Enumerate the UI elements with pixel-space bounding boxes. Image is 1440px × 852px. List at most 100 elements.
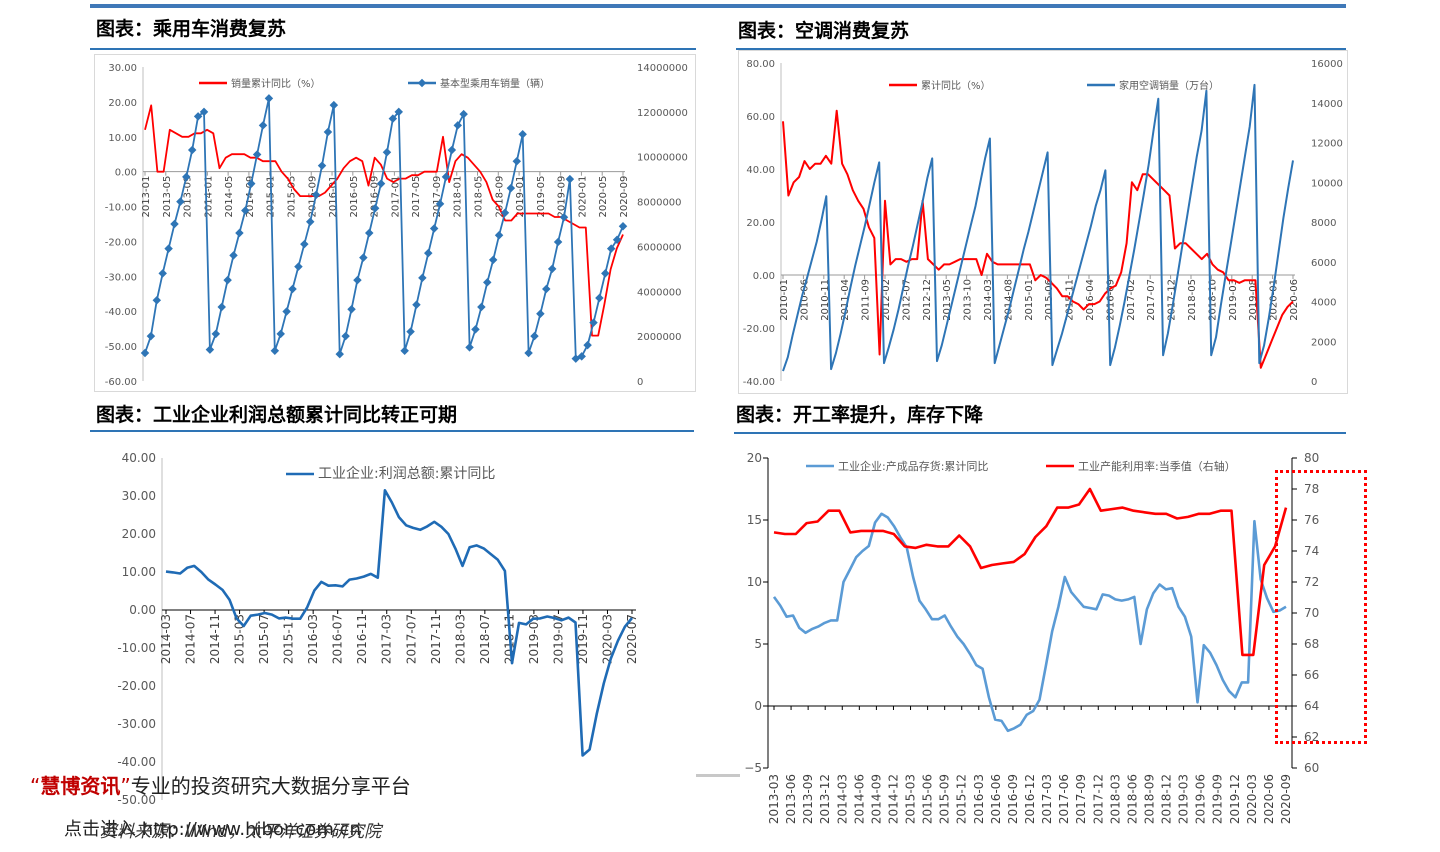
- data-point: [199, 107, 209, 117]
- y-right-tick-label: 14000000: [637, 63, 688, 74]
- y-left-tick-label: 30.00: [108, 63, 137, 74]
- data-point: [494, 230, 504, 240]
- x-tick-label: 2017-03: [380, 614, 394, 664]
- x-tick-label: 2011-09: [861, 279, 872, 321]
- x-tick-label: 2020-06: [1289, 279, 1300, 321]
- data-point: [565, 174, 575, 184]
- y-left-tick-label: 80.00: [746, 59, 775, 70]
- data-point: [512, 156, 522, 166]
- x-tick-label: 2017-06: [1057, 774, 1071, 824]
- data-point: [229, 251, 238, 260]
- legend-label: 工业企业:产成品存货:累计同比: [838, 459, 988, 473]
- data-point: [441, 172, 451, 182]
- data-point: [164, 244, 173, 253]
- x-tick-label: 2017-12: [1167, 279, 1178, 321]
- watermark[interactable]: “慧博资讯”专业的投资研究大数据分享平台: [30, 770, 411, 799]
- chart-passenger-cars: 30.00 20.00 10.00 0.00 -10.00 -20.00 -30.00 -40…: [94, 54, 696, 392]
- x-tick-label: 2018-05: [474, 176, 485, 218]
- y-right-tick-label: 16000: [1311, 59, 1343, 70]
- y-right-tick-label: 66: [1304, 668, 1319, 682]
- y-left-tick-label: 20: [747, 451, 762, 465]
- x-tick-label: 2015-11: [282, 614, 296, 664]
- legend-label: 工业产能利用率:当季值（右轴）: [1078, 459, 1236, 473]
- data-point: [553, 237, 563, 247]
- data-point: [152, 296, 162, 305]
- data-point: [465, 343, 474, 352]
- y-right-tick-label: 74: [1304, 544, 1319, 558]
- data-point: [453, 121, 463, 130]
- x-tick-label: 2018-03: [1108, 774, 1122, 824]
- y-left-tick-label: -40.00: [743, 377, 775, 388]
- x-tick-label: 2010-11: [820, 279, 831, 321]
- data-point: [252, 150, 262, 159]
- x-tick-label: 2016-09: [1105, 279, 1116, 321]
- y-left-tick-label: -10.00: [117, 641, 156, 655]
- y-left-tick-label: 20.00: [746, 218, 775, 229]
- data-point: [317, 161, 327, 170]
- watermark-tagline: 专业的投资研究大数据分享平台: [130, 774, 411, 798]
- data-point: [176, 197, 185, 206]
- x-tick-label: 2020-06: [1262, 774, 1276, 824]
- x-tick-label: 2014-08: [1003, 279, 1014, 321]
- x-tick-label: 2017-07: [404, 614, 418, 664]
- y-left-tick-label: 0.00: [129, 603, 156, 617]
- x-tick-label: 2015-06: [1044, 279, 1055, 321]
- data-point: [471, 325, 480, 334]
- x-tick-label: 2017-05: [411, 176, 422, 218]
- y-right-tick-label: 2000: [1311, 337, 1336, 348]
- y-right-tick-label: 70: [1304, 606, 1319, 620]
- data-point: [182, 172, 191, 182]
- data-point: [406, 327, 415, 336]
- x-tick-label: 2017-12: [1091, 774, 1105, 824]
- x-tick-label: 2015-07: [257, 614, 271, 664]
- y-right-tick-label: 0: [1311, 377, 1317, 388]
- x-tick-label: 2015-06: [921, 774, 935, 824]
- y-left-tick-label: -30.00: [117, 717, 156, 731]
- y-left-tick-label: 40.00: [746, 165, 775, 176]
- watermark-quote-open: “: [30, 774, 41, 798]
- data-point: [424, 248, 433, 258]
- data-point: [300, 239, 309, 249]
- y-right-tick-label: 12000000: [637, 108, 688, 119]
- x-tick-label: 2020-05: [598, 176, 609, 218]
- x-tick-label: 2015-12: [955, 774, 969, 824]
- data-point: [323, 127, 333, 137]
- data-point: [329, 100, 339, 110]
- title-rule: [90, 430, 694, 432]
- data-point: [235, 228, 244, 238]
- chart-air-conditioners: 80.00 60.00 40.00 20.00 0.00 -20.00 -40.00 1600…: [738, 50, 1348, 394]
- y-right-tick-label: 10000000: [637, 153, 688, 164]
- legend-label: 销量累计同比（%）: [231, 77, 321, 90]
- data-point: [536, 309, 545, 318]
- series-line-1: [782, 83, 1294, 372]
- data-point: [477, 302, 486, 312]
- x-tick-label: 2016-03: [306, 614, 320, 664]
- x-tick-label: 2020-03: [600, 614, 614, 664]
- data-point: [146, 331, 156, 341]
- data-point: [412, 300, 421, 309]
- chart-utilization-inventory: 20 15 10 5 0 −5 80 78 76 74 72 70 68 66 64 62 60 2013-03 2…: [738, 444, 1346, 836]
- legend-label: 累计同比（%）: [921, 79, 991, 92]
- data-point: [270, 346, 280, 355]
- x-tick-label: 2015-03: [904, 774, 918, 824]
- watermark-link[interactable]: 点击进入 http://www.hibor.com.cn: [64, 819, 361, 840]
- data-point: [518, 130, 527, 139]
- title-rule: [736, 48, 1346, 50]
- y-right-tick-label: 78: [1304, 482, 1319, 496]
- x-tick-label: 2017-02: [1126, 279, 1137, 321]
- x-tick-label: 2018-03: [453, 614, 467, 664]
- x-tick-label: 2020-01: [577, 176, 588, 218]
- x-tick-label: 2015-05: [286, 176, 297, 218]
- chart-svg-air-conditioners: 80.00 60.00 40.00 20.00 0.00 -20.00 -40.00 1600…: [743, 59, 1343, 388]
- data-point: [359, 253, 368, 262]
- data-point: [547, 264, 557, 274]
- y-left-tick-label: 10.00: [122, 565, 156, 579]
- y-right-tick-label: 80: [1304, 451, 1319, 465]
- x-tick-label: 2012-12: [922, 279, 933, 321]
- x-tick-label: 2018-09: [1142, 774, 1156, 824]
- watermark-quote-close: ”: [120, 774, 131, 798]
- x-tick-label: 2011-04: [840, 279, 851, 321]
- y-left-tick-label: 30.00: [122, 489, 156, 503]
- x-tick-label: 2014-01: [203, 176, 214, 218]
- data-point: [459, 109, 468, 119]
